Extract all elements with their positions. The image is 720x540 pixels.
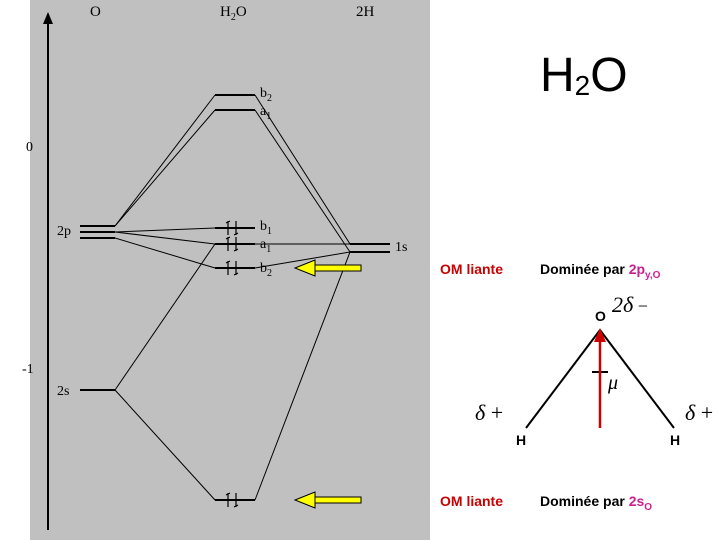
atom-h1: H xyxy=(516,432,526,448)
label-a1-mid: a1 xyxy=(260,237,271,255)
atom-h2: H xyxy=(670,432,680,448)
mo-diagram-svg xyxy=(30,0,430,540)
two-delta-minus: 2δ − xyxy=(612,292,648,318)
label-2s: 2s xyxy=(57,384,69,400)
dominee-2: Dominée par 2sO xyxy=(540,493,652,513)
axis-minus1: -1 xyxy=(22,362,34,378)
header-o: O xyxy=(90,4,101,21)
dominee-1: Dominée par 2py,O xyxy=(540,261,660,281)
delta-plus-left: δ + xyxy=(475,400,503,426)
arrow-to-a1-bottom xyxy=(293,491,363,509)
axis-zero: 0 xyxy=(26,140,33,156)
label-b1: b1 xyxy=(260,219,272,237)
delta-plus-right: δ + xyxy=(685,400,713,426)
mo-diagram-panel: O H2O 2H 0 -1 2p 2s 1s b2 a1 b1 a1 b2 xyxy=(30,0,430,540)
label-a1-top: a1 xyxy=(260,104,271,122)
label-b2-low: b2 xyxy=(260,261,272,279)
header-2h: 2H xyxy=(356,4,374,21)
header-h2o: H2O xyxy=(220,4,247,23)
mu-label: μ xyxy=(608,372,618,395)
label-1s: 1s xyxy=(395,240,407,256)
label-2p: 2p xyxy=(57,224,71,240)
page-title: H2O xyxy=(540,48,628,103)
atom-o: O xyxy=(595,308,606,324)
molecule-diagram: O H H 2δ − δ + δ + μ xyxy=(500,300,700,460)
label-b2-top: b2 xyxy=(260,86,272,104)
om-liante-2: OM liante xyxy=(440,493,503,509)
arrow-to-b2 xyxy=(293,259,363,277)
om-liante-1: OM liante xyxy=(440,261,503,277)
